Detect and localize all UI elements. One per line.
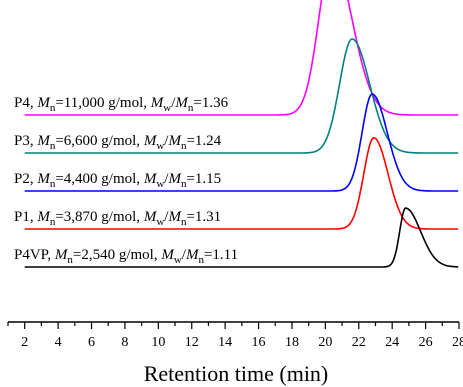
label-part-m: M — [150, 95, 165, 111]
label-part-m: M — [167, 133, 182, 149]
label-part-n-sub: n — [50, 140, 56, 152]
series-line-p2 — [24, 93, 459, 192]
x-tick-label: 24 — [385, 335, 399, 350]
series-label-p4vp: P4VP, Mn=2,540 g/mol, Mw/Mn=1.11 — [14, 247, 238, 266]
x-tick-label: 6 — [88, 335, 95, 350]
label-part-m: M — [36, 171, 51, 187]
label-part-prefix: P3, — [14, 133, 37, 149]
label-part-n-sub: n — [50, 216, 56, 228]
x-tick-label: 14 — [218, 335, 232, 350]
x-axis-title: Retention time (min) — [144, 361, 329, 386]
label-part-m: M — [143, 209, 158, 225]
label-part-mn-value: =6,600 g/mol, — [55, 133, 143, 149]
series-line-p4 — [24, 0, 459, 116]
label-part-n-sub: n — [181, 178, 187, 190]
series-label-p4: P4, Mn=11,000 g/mol, Mw/Mn=1.36 — [14, 95, 229, 114]
label-part-m: M — [160, 247, 175, 263]
label-part-w-sub: w — [156, 178, 164, 190]
label-part-mn-value: =2,540 g/mol, — [73, 247, 161, 263]
label-part-n-sub: n — [188, 102, 194, 114]
x-tick-label: 12 — [185, 335, 199, 350]
label-part-pdi: =1.36 — [193, 95, 228, 111]
label-part-m: M — [174, 95, 189, 111]
label-part-pdi: =1.11 — [204, 247, 238, 263]
label-part-n-sub: n — [198, 254, 204, 266]
x-tick-label: 4 — [55, 335, 62, 350]
label-part-w-sub: w — [156, 216, 164, 228]
label-part-slash: / — [164, 171, 169, 187]
label-part-prefix: P1, — [14, 209, 37, 225]
label-part-pdi: =1.24 — [186, 133, 221, 149]
label-part-n-sub: n — [50, 102, 56, 114]
label-part-n-sub: n — [67, 254, 73, 266]
label-part-m: M — [54, 247, 69, 263]
x-tick-label: 8 — [121, 335, 128, 350]
label-part-prefix: P4VP, — [14, 247, 55, 263]
series-line-p1 — [24, 136, 459, 230]
label-part-m: M — [36, 209, 51, 225]
label-part-slash: / — [164, 133, 169, 149]
x-tick-label: 22 — [352, 335, 366, 350]
label-part-n-sub: n — [181, 140, 187, 152]
x-tick-label: 20 — [318, 335, 332, 350]
curves-layer — [24, 0, 459, 268]
x-tick-label: 26 — [419, 335, 433, 350]
series-line-p4vp — [24, 207, 459, 268]
label-part-pdi: =1.31 — [186, 209, 221, 225]
label-part-mn-value: =4,400 g/mol, — [55, 171, 143, 187]
label-part-m: M — [143, 133, 158, 149]
x-tick-label: 2 — [21, 335, 28, 350]
label-part-slash: / — [164, 209, 169, 225]
series-line-p3 — [24, 38, 459, 154]
label-part-mn-value: =3,870 g/mol, — [55, 209, 143, 225]
label-part-pdi: =1.15 — [186, 171, 221, 187]
label-part-w-sub: w — [163, 102, 171, 114]
label-part-m: M — [143, 171, 158, 187]
label-part-m: M — [36, 95, 51, 111]
label-part-mn-value: =11,000 g/mol, — [55, 95, 150, 111]
label-part-w-sub: w — [156, 140, 164, 152]
x-tick-label: 16 — [252, 335, 266, 350]
series-label-p2: P2, Mn=4,400 g/mol, Mw/Mn=1.15 — [14, 171, 221, 190]
series-label-p1: P1, Mn=3,870 g/mol, Mw/Mn=1.31 — [14, 209, 221, 228]
label-part-m: M — [167, 171, 182, 187]
label-part-m: M — [36, 133, 51, 149]
label-part-m: M — [185, 247, 200, 263]
label-part-slash: / — [171, 95, 176, 111]
label-part-prefix: P4, — [14, 95, 37, 111]
series-label-p3: P3, Mn=6,600 g/mol, Mw/Mn=1.24 — [14, 133, 222, 152]
label-part-m: M — [167, 209, 182, 225]
x-tick-label: 28 — [452, 335, 463, 350]
label-part-slash: / — [182, 247, 187, 263]
label-part-prefix: P2, — [14, 171, 37, 187]
x-axis: 2 4 6 8 10 12 14 16 18 20 22 24 26 28 — [7, 321, 463, 350]
x-tick-label: 18 — [285, 335, 299, 350]
label-part-n-sub: n — [181, 216, 187, 228]
label-part-n-sub: n — [50, 178, 56, 190]
x-tick-label: 10 — [151, 335, 165, 350]
label-part-w-sub: w — [174, 254, 182, 266]
